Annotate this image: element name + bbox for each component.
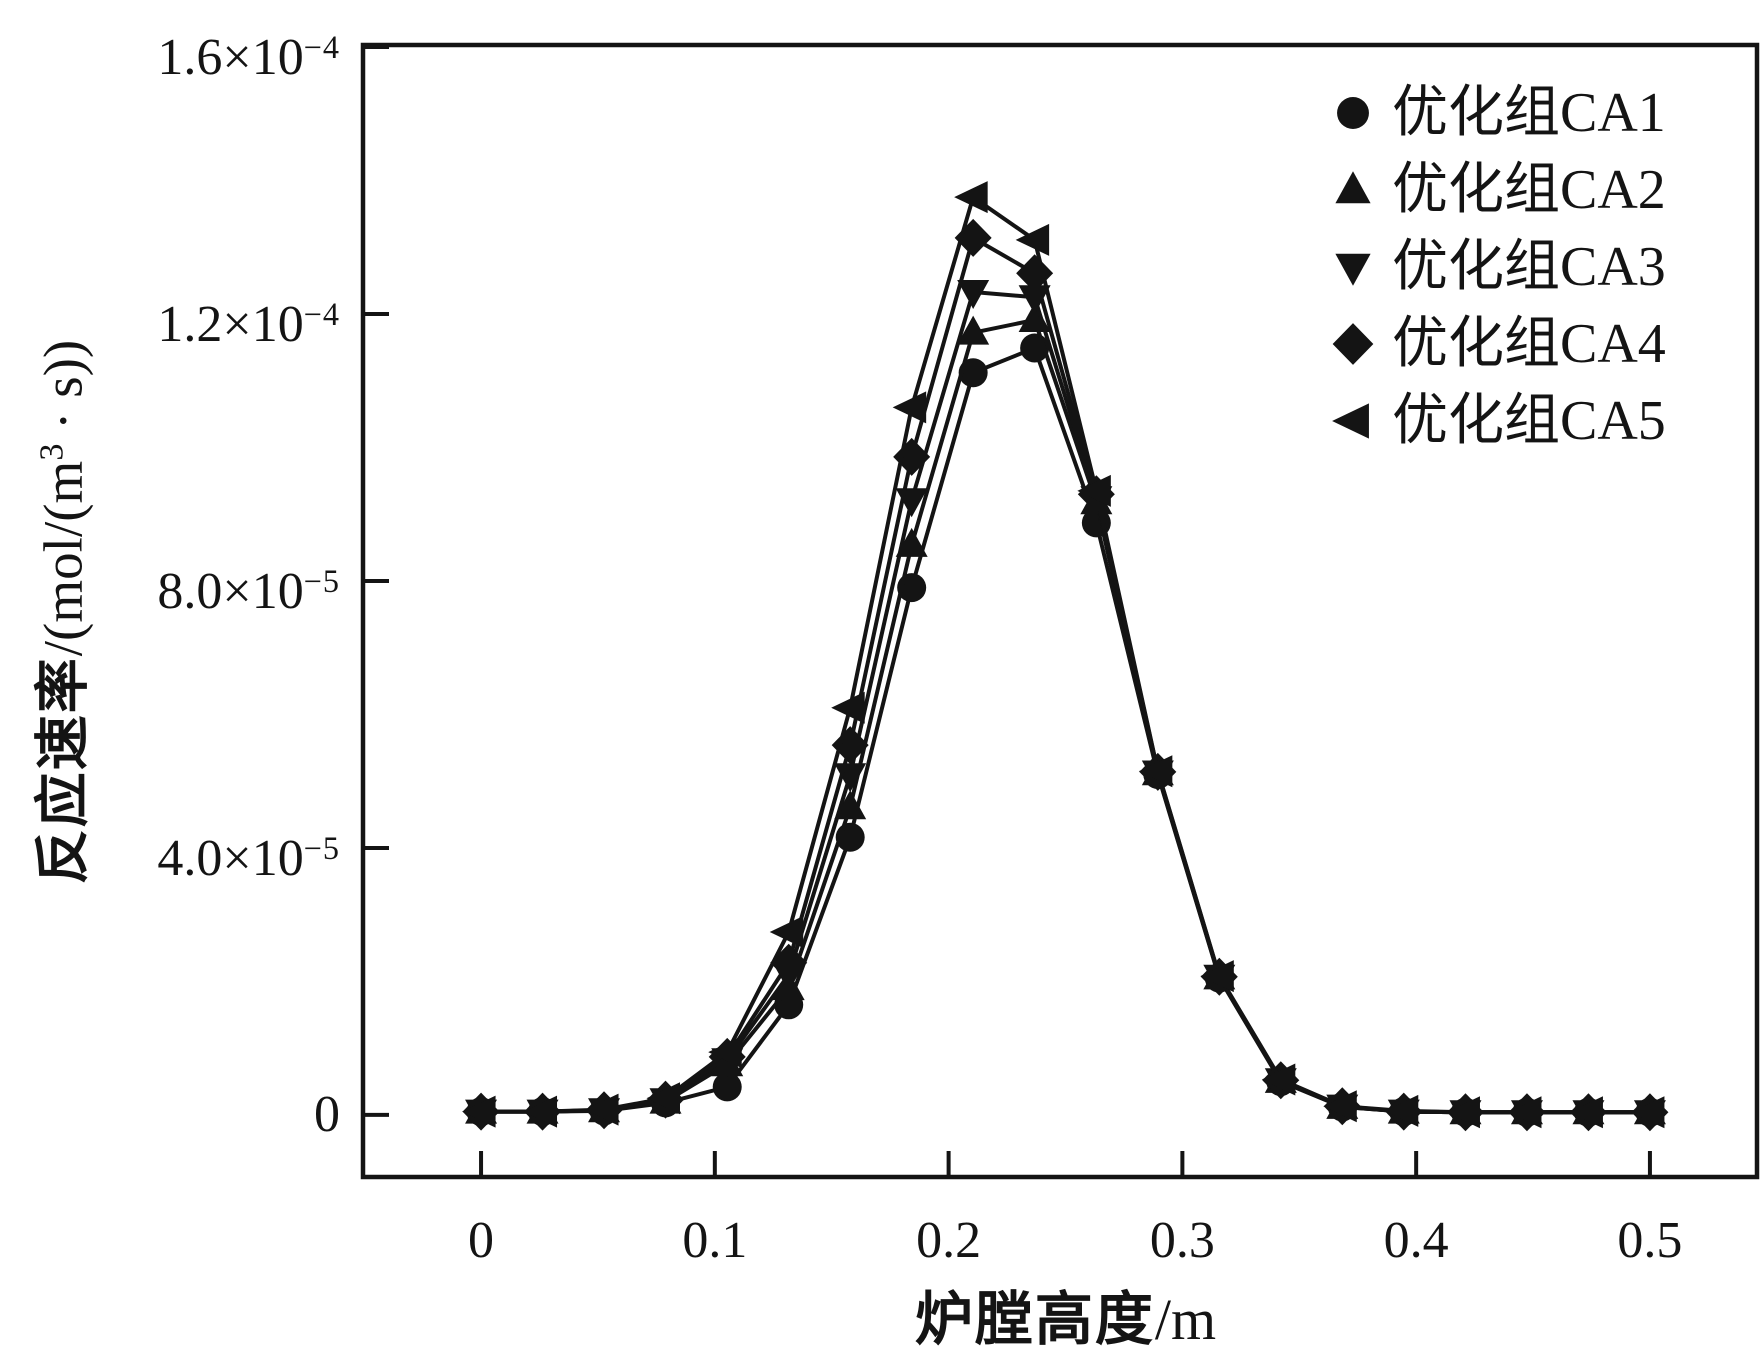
- legend-item-ca1: 优化组CA1: [1330, 74, 1666, 151]
- triangle-left-marker-icon: [1446, 1096, 1480, 1129]
- triangle-left-marker-icon: [1507, 1096, 1542, 1129]
- axis-title-part: /(mol/(m: [32, 460, 94, 657]
- triangle-left-marker-icon: [954, 181, 988, 214]
- x-tick-label: 0: [468, 1212, 495, 1269]
- y-tick-exponent: −4: [303, 29, 340, 65]
- circle-marker-icon: [1337, 96, 1369, 129]
- legend-item-ca2: 优化组CA2: [1330, 151, 1666, 228]
- y-tick-mantissa: 4.0×10: [157, 830, 304, 888]
- x-tick-label: 0.2: [916, 1212, 982, 1269]
- axis-title-part: · s)): [32, 339, 94, 444]
- triangle-left-marker-icon: [708, 1036, 742, 1069]
- x-tick-label: 0.3: [1149, 1212, 1215, 1269]
- circle-marker-icon: [712, 1072, 742, 1102]
- triangle-up-marker-icon: [1335, 170, 1371, 203]
- y-tick-mantissa: 0: [314, 1085, 340, 1143]
- triangle-left-marker-icon: [1323, 1090, 1357, 1123]
- y-tick-label: 8.0×10−5: [0, 551, 340, 622]
- y-axis-title: 反应速率/(mol/(m3 · s)): [23, 339, 94, 885]
- plot-frame: [360, 42, 1760, 1180]
- y-tick-exponent: −5: [303, 562, 340, 599]
- triangle-left-marker-icon: [1332, 402, 1369, 439]
- triangle-up-marker-icon: [895, 527, 928, 557]
- y-tick-exponent: −4: [303, 295, 340, 332]
- x-tick-label: 0.1: [682, 1212, 748, 1269]
- triangle-left-marker-icon: [1077, 474, 1111, 507]
- axis-title-part: 3: [33, 443, 71, 461]
- triangle-left-marker-icon: [1384, 1094, 1419, 1127]
- triangle-down-marker-icon: [957, 279, 990, 309]
- triangle-left-marker-icon: [585, 1093, 619, 1126]
- y-tick-label: 4.0×10−5: [0, 818, 340, 889]
- legend-label: 优化组CA2: [1392, 158, 1666, 221]
- triangle-left-marker-icon: [523, 1095, 558, 1128]
- y-tick-mantissa: 1.2×10: [157, 296, 304, 354]
- triangle-left-marker-icon: [1015, 223, 1050, 256]
- triangle-down-marker-icon: [1335, 253, 1371, 286]
- y-tick-mantissa: 1.6×10: [157, 29, 304, 87]
- triangle-left-marker-icon: [1200, 960, 1234, 993]
- triangle-left-marker-icon: [1261, 1063, 1296, 1096]
- triangle-left-marker-icon: [1332, 402, 1369, 439]
- triangle-left-marker-icon: [1569, 1096, 1603, 1129]
- triangle-left-marker-icon: [892, 391, 927, 424]
- axis-title-part: 反应速率: [31, 656, 94, 885]
- triangle-left-marker-icon: [1138, 755, 1173, 788]
- x-tick-label: 0.4: [1383, 1212, 1449, 1269]
- triangle-up-marker-icon: [1335, 170, 1371, 203]
- series-line-ca1: [481, 345, 1650, 1115]
- legend-item-ca4: 优化组CA4: [1330, 305, 1666, 382]
- y-tick-label: 1.6×10−4: [0, 17, 340, 88]
- circle-marker-icon: [1337, 96, 1369, 129]
- y-tick-exponent: −5: [303, 829, 340, 866]
- legend: 优化组CA1 优化组CA2 优化组CA3 优化组CA4 优化组CA5: [1330, 74, 1666, 459]
- axis-title-part: 炉膛高度: [914, 1287, 1155, 1352]
- legend-label: 优化组CA1: [1392, 81, 1666, 144]
- legend-item-ca3: 优化组CA3: [1330, 228, 1666, 305]
- y-tick-label: 0: [0, 1085, 340, 1145]
- circle-marker-icon: [958, 358, 988, 388]
- triangle-down-marker-icon: [1335, 253, 1371, 286]
- axis-title-part: /m: [1154, 1287, 1217, 1352]
- y-tick-mantissa: 8.0×10: [157, 563, 304, 621]
- legend-label: 优化组CA3: [1392, 235, 1666, 298]
- triangle-up-marker-icon: [834, 790, 867, 820]
- x-axis-title: 炉膛高度/m: [915, 1288, 1216, 1352]
- series-ca5: [462, 181, 1665, 1129]
- y-tick-label: 1.2×10−4: [0, 284, 340, 355]
- legend-label: 优化组CA5: [1392, 389, 1666, 452]
- triangle-left-marker-icon: [462, 1095, 496, 1128]
- triangle-left-marker-icon: [646, 1082, 681, 1115]
- x-tick-label: 0.5: [1617, 1212, 1683, 1269]
- triangle-left-marker-icon: [769, 916, 804, 949]
- diamond-marker-icon: [1332, 322, 1374, 365]
- triangle-down-marker-icon: [1018, 285, 1051, 315]
- legend-label: 优化组CA4: [1392, 312, 1666, 375]
- triangle-left-marker-icon: [1630, 1096, 1665, 1129]
- triangle-up-marker-icon: [957, 315, 990, 345]
- triangle-left-marker-icon: [831, 691, 865, 724]
- legend-item-ca5: 优化组CA5: [1330, 382, 1666, 459]
- diamond-marker-icon: [1332, 322, 1374, 365]
